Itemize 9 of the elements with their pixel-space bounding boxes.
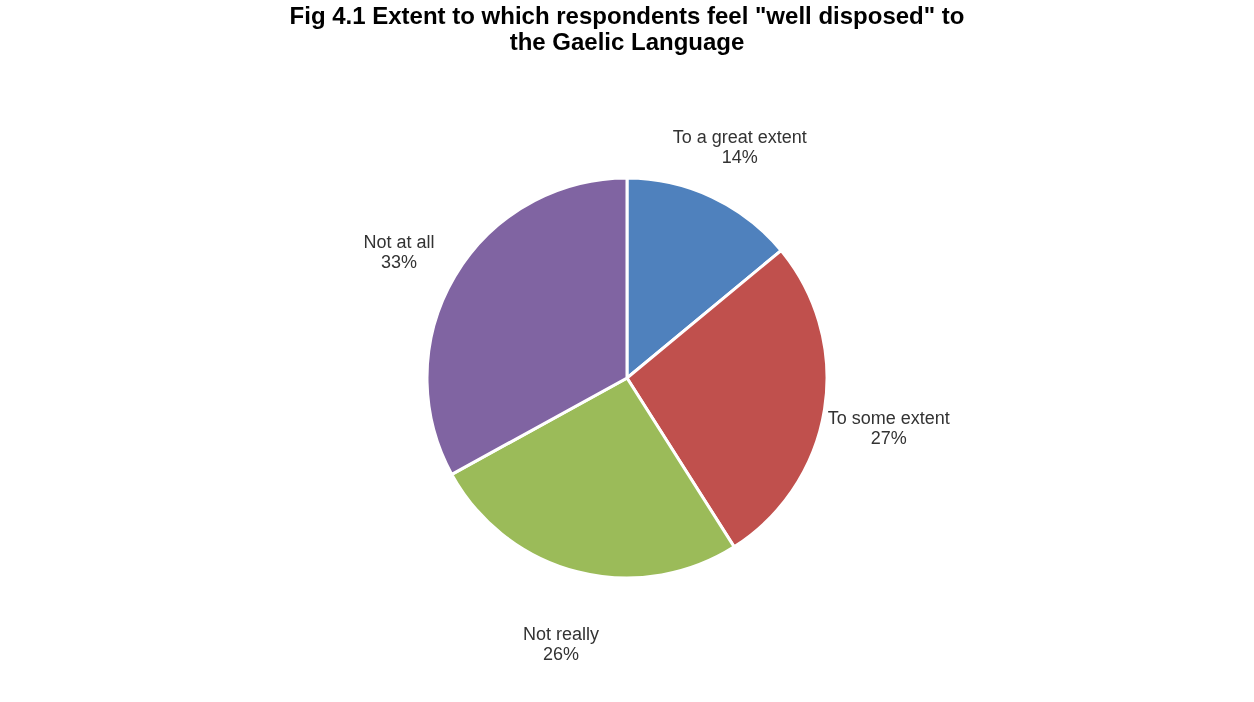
data-label: 27% — [870, 428, 907, 449]
chart-title: Fig 4.1 Extent to which respondents feel "well disposed" to the Gaelic Language — [289, 2, 965, 55]
slice-label: To a great extent — [672, 127, 807, 148]
data-label: 33% — [380, 252, 417, 273]
data-label: 26% — [543, 643, 580, 664]
slice-label: To some extent — [827, 408, 950, 429]
slice-label: Not really — [523, 623, 600, 644]
data-label: 14% — [721, 147, 758, 168]
slice-label: Not at all — [363, 232, 435, 253]
